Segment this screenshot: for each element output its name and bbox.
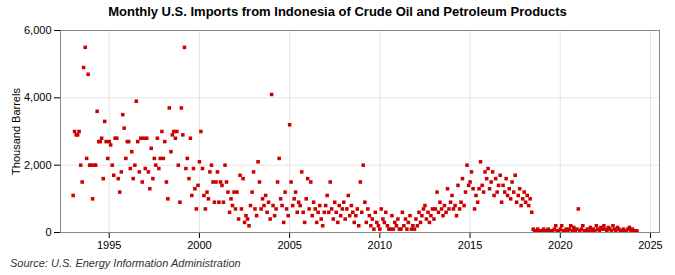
svg-text:2000: 2000: [187, 239, 211, 251]
svg-text:2020: 2020: [548, 239, 572, 251]
svg-text:4,000: 4,000: [24, 91, 52, 103]
svg-text:2010: 2010: [368, 239, 392, 251]
svg-text:2,000: 2,000: [24, 159, 52, 171]
html-text:Monthly U.S. Imports from Indo: Monthly U.S. Imports from Indonesia of C…: [108, 4, 567, 19]
svg-text:2025: 2025: [638, 239, 662, 251]
svg-text:0: 0: [45, 226, 51, 238]
svg-text:2005: 2005: [277, 239, 301, 251]
svg-text:1995: 1995: [97, 239, 121, 251]
svg-text:Thousand Barrels: Thousand Barrels: [10, 88, 22, 175]
html-text:Source: U.S. Energy Informatio: Source: U.S. Energy Information Administ…: [10, 257, 241, 269]
svg-text:6,000: 6,000: [24, 24, 52, 36]
svg-text:2015: 2015: [458, 239, 482, 251]
